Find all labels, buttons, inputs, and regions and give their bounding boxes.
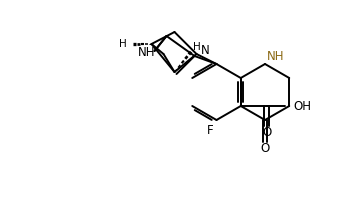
Text: O: O (260, 142, 270, 155)
Text: N: N (201, 44, 209, 57)
Text: NH: NH (138, 46, 156, 59)
Text: O: O (262, 126, 271, 139)
Text: H: H (119, 39, 126, 49)
Text: NH: NH (267, 49, 284, 62)
Text: F: F (207, 124, 213, 137)
Text: OH: OH (294, 99, 312, 112)
Text: H: H (193, 42, 201, 52)
